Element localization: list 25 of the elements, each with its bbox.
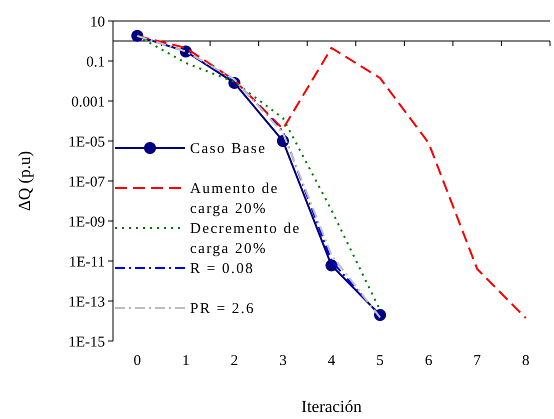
x-tick-label: 8 — [522, 353, 530, 369]
x-tick-label: 5 — [376, 353, 384, 369]
legend-label: R = 0.08 — [190, 261, 254, 277]
y-tick-label: 1E-11 — [68, 254, 105, 270]
x-tick-label: 3 — [279, 353, 287, 369]
y-tick-label: 1E-13 — [68, 294, 105, 310]
y-tick-label: 1E-05 — [68, 134, 105, 150]
x-tick-label: 4 — [328, 353, 336, 369]
y-tick-label: 1E-07 — [68, 174, 106, 190]
y-tick-label: 1E-09 — [68, 214, 105, 230]
y-tick-label: 0.001 — [71, 94, 105, 110]
x-tick-label: 6 — [424, 353, 433, 369]
x-tick-label: 1 — [182, 353, 190, 369]
x-tick-label: 0 — [134, 353, 142, 369]
legend-label: Caso Base — [190, 141, 266, 157]
legend-label: Aumento de carga 20% — [190, 181, 279, 217]
x-tick-label: 7 — [473, 353, 482, 369]
x-axis-title: Iteración — [301, 397, 362, 416]
y-tick-label: 0.1 — [86, 54, 105, 70]
y-tick-label: 10 — [90, 14, 105, 30]
y-axis-title: ΔQ (p.u) — [15, 150, 34, 212]
legend-label: PR = 2.6 — [190, 301, 256, 317]
x-tick-label: 2 — [230, 353, 238, 369]
legend-label: Decremento de carga 20% — [190, 221, 301, 257]
y-tick-label: 1E-15 — [68, 334, 105, 350]
